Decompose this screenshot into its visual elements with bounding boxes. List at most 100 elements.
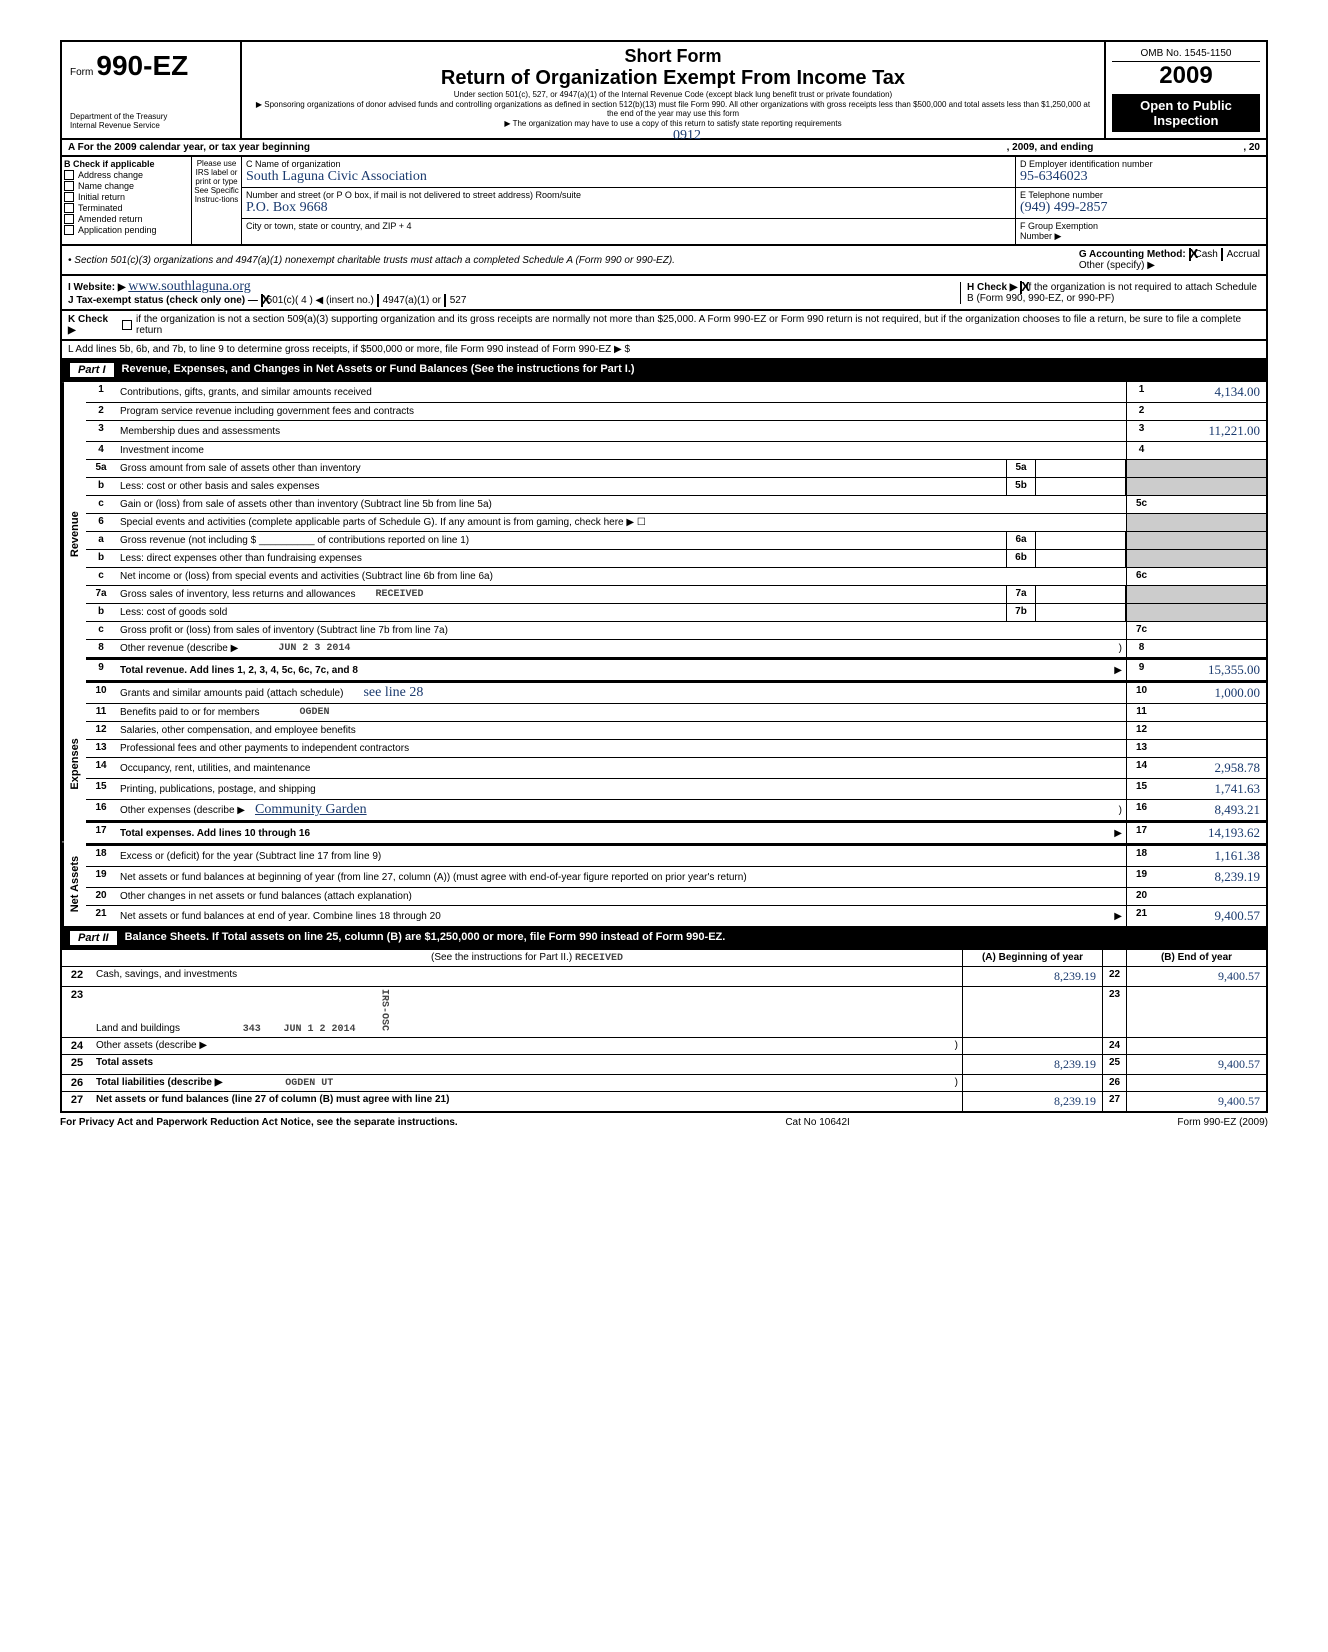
accrual-label: Accrual [1227,249,1260,260]
line-21-num: 21 [86,906,116,926]
checkbox-h[interactable] [1020,281,1022,294]
line-8-endnum: 8 [1126,640,1156,657]
phone-value: (949) 499-2857 [1020,200,1262,216]
527-label: 527 [450,295,467,306]
checkbox-501c[interactable] [261,294,263,307]
line-19-num: 19 [86,867,116,887]
bal-25-mid: 25 [1102,1055,1126,1074]
g-label: G Accounting Method: [1079,249,1186,260]
bal-27-desc: Net assets or fund balances (line 27 of … [96,1094,449,1105]
checkbox-527[interactable] [444,294,446,307]
col-b-header: (B) End of year [1126,950,1266,966]
line-12-endnum: 12 [1126,722,1156,739]
stamp-date-1: JUN 2 3 2014 [278,643,350,654]
line-20-num: 20 [86,888,116,905]
line-20-desc: Other changes in net assets or fund bala… [120,891,412,902]
cat-number: Cat No 10642I [785,1117,850,1128]
checkbox-amended[interactable] [64,214,74,224]
bal-24-a [962,1038,1102,1054]
checkbox-address-change[interactable] [64,170,74,180]
line-6a-mid: 6a [1006,532,1036,549]
b-label: B Check if applicable [64,159,189,169]
checkbox-pending[interactable] [64,225,74,235]
addr-label: Number and street (or P O box, if mail i… [246,190,1011,200]
line-6a-desc: Gross revenue (not including $ _________… [120,535,469,546]
c-label: C Name of organization [246,159,1011,169]
bal-26-num: 26 [62,1075,92,1091]
501c-label: 501(c)( 4 ) ◀ (insert no.) [267,295,374,306]
checkbox-initial-return[interactable] [64,192,74,202]
line-1-num: 1 [86,382,116,402]
checkbox-cash[interactable] [1189,248,1191,261]
bal-26-a [962,1075,1102,1091]
part-2-header: Part II Balance Sheets. If Total assets … [60,928,1268,950]
line-14-endnum: 14 [1126,758,1156,778]
line-7a-num: 7a [86,586,116,603]
period-mid: , 2009, and ending [1007,142,1094,153]
other-specify: Other (specify) ▶ [1079,260,1155,271]
line-2-endnum: 2 [1126,403,1156,420]
checkbox-accrual[interactable] [1221,248,1223,261]
line-7c-endnum: 7c [1126,622,1156,639]
return-title: Return of Organization Exempt From Incom… [252,67,1094,90]
line-10-desc: Grants and similar amounts paid (attach … [120,688,343,699]
line-5a-mid: 5a [1006,460,1036,477]
bal-24-b [1126,1038,1266,1054]
line-17-val: 14,193.62 [1156,823,1266,843]
bal-26-b [1126,1075,1266,1091]
line-1-endnum: 1 [1126,382,1156,402]
bal-22-mid: 22 [1102,967,1126,986]
bal-26-desc: Total liabilities (describe ▶ [96,1077,222,1088]
line-3-num: 3 [86,421,116,441]
line-18-desc: Excess or (deficit) for the year (Subtra… [120,851,381,862]
line-15-val: 1,741.63 [1156,779,1266,799]
check-pending: Application pending [78,225,157,235]
addr-value: P.O. Box 9668 [246,200,1011,216]
line-14-val: 2,958.78 [1156,758,1266,778]
tax-year-row: A For the 2009 calendar year, or tax yea… [60,140,1268,157]
line-7a-desc: Gross sales of inventory, less returns a… [120,589,355,600]
checkbox-terminated[interactable] [64,203,74,213]
part-1-table: Revenue Expenses Net Assets 1Contributio… [60,382,1268,928]
form-prefix: Form [70,67,93,78]
section-501-text: • Section 501(c)(3) organizations and 49… [68,255,675,266]
line-13-val [1156,740,1266,757]
line-13-desc: Professional fees and other payments to … [120,743,409,754]
check-initial-return: Initial return [78,192,125,202]
subtitle-1: Under section 501(c), 527, or 4947(a)(1)… [252,90,1094,100]
line-16-desc: Other expenses (describe ▶ [120,805,245,816]
line-14-desc: Occupancy, rent, utilities, and maintena… [120,763,310,774]
line-5b-num: b [86,478,116,495]
bal-24-desc: Other assets (describe ▶ [96,1040,207,1051]
line-16-val: 8,493.21 [1156,800,1266,820]
bal-25-b: 9,400.57 [1126,1055,1266,1074]
section-501-row: • Section 501(c)(3) organizations and 49… [60,246,1268,276]
omb-number: OMB No. 1545-1150 [1112,48,1260,62]
subtitle-2: ▶ Sponsoring organizations of donor advi… [252,100,1094,119]
dept-treasury: Department of the Treasury [70,112,232,121]
f-label2: Number ▶ [1020,231,1262,242]
bal-22-desc: Cash, savings, and investments [92,967,962,986]
line-4-endnum: 4 [1126,442,1156,459]
line-9-desc: Total revenue. Add lines 1, 2, 3, 4, 5c,… [120,665,358,676]
line-7b-desc: Less: cost of goods sold [120,607,227,618]
bal-25-num: 25 [62,1055,92,1074]
line-6-desc: Special events and activities (complete … [120,517,646,528]
checkbox-name-change[interactable] [64,181,74,191]
checkbox-4947[interactable] [377,294,379,307]
line-7c-desc: Gross profit or (loss) from sales of inv… [120,625,448,636]
line-12-num: 12 [86,722,116,739]
line-13-num: 13 [86,740,116,757]
part-1-header: Part I Revenue, Expenses, and Changes in… [60,360,1268,382]
f-label: F Group Exemption [1020,221,1262,231]
privacy-notice: For Privacy Act and Paperwork Reduction … [60,1117,458,1128]
checkbox-k[interactable] [122,320,132,330]
balance-table: (See the instructions for Part II.) RECE… [60,950,1268,1113]
check-amended: Amended return [78,214,143,224]
line-10-endnum: 10 [1126,683,1156,703]
line-6c-desc: Net income or (loss) from special events… [120,571,493,582]
part-1-title: Revenue, Expenses, and Changes in Net As… [122,363,635,377]
d-label: D Employer identification number [1020,159,1262,169]
line-9-num: 9 [86,660,116,680]
bal-27-num: 27 [62,1092,92,1111]
